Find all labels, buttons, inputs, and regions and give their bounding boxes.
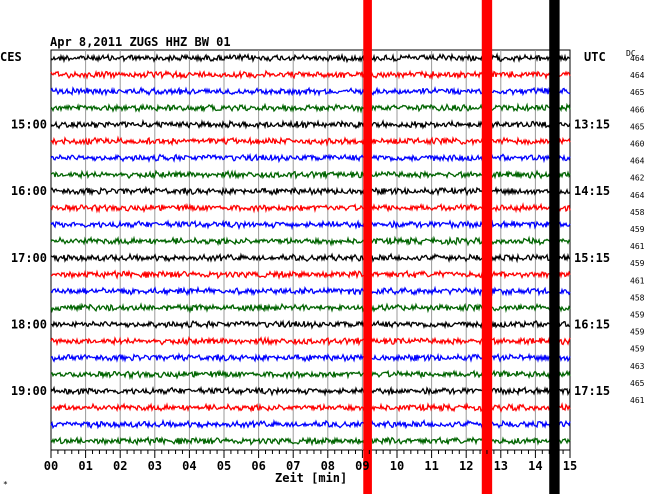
- dc-value: 463: [630, 362, 645, 371]
- x-tick-label: 12: [459, 459, 473, 473]
- dc-value: 464: [630, 157, 645, 166]
- left-time-label: 19:00: [11, 384, 47, 398]
- x-tick-label: 09: [355, 459, 369, 473]
- x-tick-label: 13: [494, 459, 508, 473]
- x-tick-label: 06: [251, 459, 265, 473]
- x-tick-label: 01: [78, 459, 92, 473]
- x-tick-label: 05: [217, 459, 231, 473]
- dc-value: 465: [630, 379, 645, 388]
- dc-value: 461: [630, 242, 645, 251]
- left-time-label: 17:00: [11, 251, 47, 265]
- event-bands: [363, 0, 560, 494]
- right-time-label: 15:15: [574, 251, 610, 265]
- dc-value: 459: [630, 225, 645, 234]
- dc-value: 466: [630, 105, 645, 114]
- left-timezone-label: CES: [0, 50, 22, 64]
- x-tick-label: 00: [44, 459, 58, 473]
- right-time-label: 14:15: [574, 184, 610, 198]
- x-tick-label: 15: [563, 459, 577, 473]
- dc-value: 464: [630, 191, 645, 200]
- plot-frame: [50, 49, 571, 451]
- x-tick-label: 03: [148, 459, 162, 473]
- dc-value: 461: [630, 396, 645, 405]
- x-tick-label: 04: [182, 459, 196, 473]
- dc-value: 465: [630, 122, 645, 131]
- x-axis: 00 01 02 03 04 05 06 07 08 09 10 11 12 13 14 15: [44, 450, 577, 473]
- left-time-label: 15:00: [11, 118, 47, 132]
- x-tick-label: 14: [528, 459, 542, 473]
- dc-value: 459: [630, 311, 645, 320]
- chart-title: Apr 8,2011 ZUGS HHZ BW 01: [50, 35, 231, 49]
- event-band: [363, 0, 372, 494]
- dc-value: 460: [630, 140, 645, 149]
- right-time-label: 13:15: [574, 118, 610, 132]
- event-band: [481, 0, 493, 494]
- dc-value: 459: [630, 259, 645, 268]
- x-tick-label: 02: [113, 459, 127, 473]
- dc-value: 458: [630, 208, 645, 217]
- dc-value: 464: [630, 54, 645, 63]
- dc-value: 464: [630, 71, 645, 80]
- right-timezone-label: UTC: [584, 50, 606, 64]
- x-tick-label: 10: [390, 459, 404, 473]
- event-band: [549, 0, 560, 494]
- x-axis-label: Zeit [min]: [275, 471, 347, 485]
- dc-value: 465: [630, 88, 645, 97]
- dc-value: 459: [630, 328, 645, 337]
- right-time-label: 16:15: [574, 317, 610, 331]
- x-tick-label: 11: [424, 459, 438, 473]
- x-tick-label: 08: [321, 459, 335, 473]
- dc-value: 461: [630, 276, 645, 285]
- dc-value: 462: [630, 174, 645, 183]
- left-time-label: 18:00: [11, 317, 47, 331]
- dc-values: 464 464 465 466 465 460 464 462 464 458 459 461 459 4…: [630, 54, 645, 405]
- corner-mark: *: [3, 480, 8, 489]
- time-labels: 15:00 16:00 17:00 18:00 19:00 13:15 14:15 15:15…: [11, 118, 610, 398]
- right-time-label: 17:15: [574, 384, 610, 398]
- dc-header: DC: [626, 49, 636, 58]
- left-time-label: 16:00: [11, 184, 47, 198]
- grid: [50, 49, 571, 451]
- dc-value: 459: [630, 345, 645, 354]
- dc-value: 458: [630, 293, 645, 302]
- x-tick-label: 07: [286, 459, 300, 473]
